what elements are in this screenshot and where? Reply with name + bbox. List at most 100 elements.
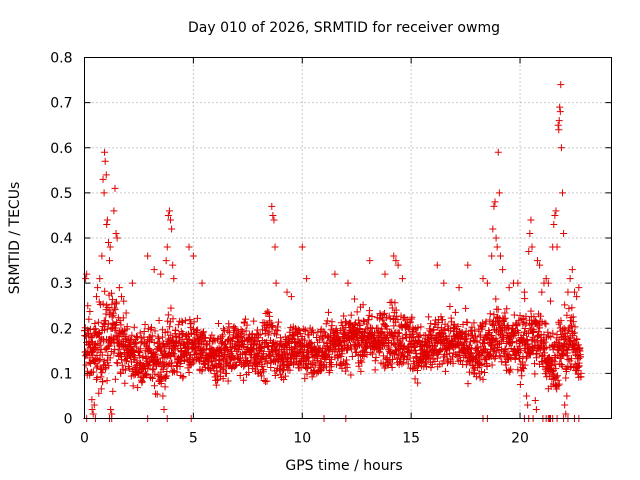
data-point (481, 369, 489, 376)
data-point (232, 362, 240, 370)
data-point (406, 354, 414, 362)
data-point (92, 293, 100, 301)
y-tick-label: 0.8 (50, 51, 72, 67)
data-point (121, 379, 129, 387)
y-tick-label: 0.2 (50, 321, 72, 337)
data-point (141, 320, 149, 328)
data-point (240, 376, 248, 384)
data-point (111, 375, 119, 383)
data-point (389, 355, 397, 363)
data-point (479, 275, 487, 283)
data-point (94, 284, 102, 292)
data-point (104, 239, 112, 247)
data-point (164, 211, 172, 219)
data-point (161, 383, 169, 391)
data-point (109, 309, 117, 317)
data-point (427, 364, 435, 372)
data-point (494, 148, 502, 156)
data-point (518, 372, 526, 380)
data-point (557, 144, 565, 152)
data-point (338, 364, 346, 372)
data-point (137, 345, 145, 353)
data-point (283, 288, 291, 296)
data-point (105, 362, 113, 370)
data-point (366, 257, 374, 265)
data-point (538, 288, 546, 296)
data-point (169, 367, 177, 375)
data-point (542, 320, 550, 328)
data-point (118, 361, 126, 369)
data-point (134, 368, 142, 376)
data-point (514, 366, 522, 374)
data-point (378, 328, 386, 336)
data-point (502, 346, 510, 354)
data-point (568, 266, 576, 274)
data-point (150, 339, 158, 347)
data-point (517, 347, 525, 355)
data-point (190, 318, 198, 326)
data-point (112, 229, 120, 237)
data-point (398, 275, 406, 283)
data-point (106, 257, 114, 265)
data-point (574, 363, 582, 371)
data-point (347, 311, 355, 319)
data-point (220, 325, 228, 333)
data-point (167, 304, 175, 312)
data-point (464, 261, 472, 269)
data-point (269, 338, 277, 346)
data-point (332, 325, 340, 333)
data-point (483, 363, 491, 371)
data-point (145, 362, 153, 370)
data-point (536, 261, 544, 269)
data-point (336, 361, 344, 369)
data-point (492, 295, 500, 303)
data-point (422, 363, 430, 371)
data-point (351, 295, 359, 303)
data-point (120, 342, 128, 350)
data-point (488, 361, 496, 369)
data-point (260, 366, 268, 374)
data-point (253, 330, 261, 338)
data-point (573, 293, 581, 301)
data-point (376, 345, 384, 353)
data-point (257, 342, 265, 350)
data-point (555, 117, 563, 125)
data-point (411, 346, 419, 354)
data-point (463, 335, 471, 343)
data-point (152, 350, 160, 358)
data-point (411, 375, 419, 383)
data-point (340, 312, 348, 320)
data-point (346, 342, 354, 350)
data-point (282, 372, 290, 380)
data-point (430, 326, 438, 334)
data-point (301, 326, 309, 334)
data-point (101, 287, 109, 295)
data-point (100, 189, 108, 197)
data-point (262, 338, 270, 346)
data-point (368, 313, 376, 321)
data-point (392, 306, 400, 314)
data-point (560, 324, 568, 332)
data-point (162, 257, 170, 265)
data-point (478, 325, 486, 333)
data-point (552, 373, 560, 381)
data-point (108, 313, 116, 321)
data-point (388, 364, 396, 372)
data-point (158, 333, 166, 341)
data-point (269, 211, 277, 219)
data-point (391, 299, 399, 307)
data-point (301, 375, 309, 383)
data-point (440, 279, 448, 287)
data-point (234, 345, 242, 353)
data-point (242, 315, 250, 323)
data-point (555, 320, 563, 328)
data-point (95, 389, 103, 397)
data-point (462, 304, 470, 312)
data-point (438, 360, 446, 368)
data-point (98, 369, 106, 377)
data-point (165, 345, 173, 353)
data-point (166, 323, 174, 331)
data-point (371, 366, 379, 374)
data-point (347, 371, 355, 379)
data-point (488, 252, 496, 260)
